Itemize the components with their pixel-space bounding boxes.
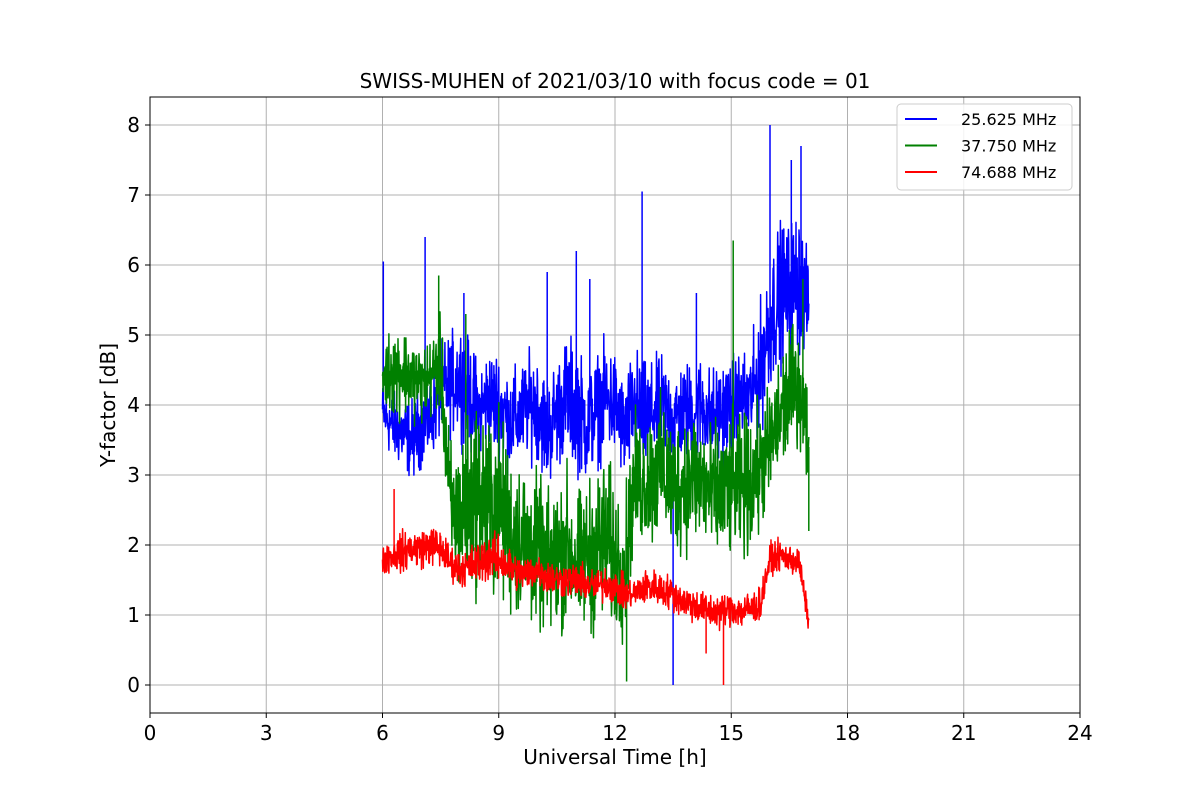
legend-label: 25.625 MHz: [961, 110, 1056, 129]
x-tick-label: 18: [835, 721, 860, 745]
plot-series-group: [381, 125, 810, 685]
x-tick-label: 6: [376, 721, 389, 745]
legend-label: 37.750 MHz: [961, 137, 1056, 156]
y-tick-label: 2: [127, 533, 140, 557]
x-tick-label: 15: [719, 721, 744, 745]
chart-title: SWISS-MUHEN of 2021/03/10 with focus cod…: [360, 69, 871, 93]
y-tick-label: 5: [127, 323, 140, 347]
legend-label: 74.688 MHz: [961, 163, 1056, 182]
y-tick-label: 3: [127, 463, 140, 487]
y-tick-label: 8: [127, 113, 140, 137]
y-axis: 0 1 2 3 4 5 6 7 8: [127, 113, 150, 697]
y-tick-label: 1: [127, 603, 140, 627]
y-tick-label: 7: [127, 183, 140, 207]
y-axis-label: Y-factor [dB]: [96, 343, 120, 468]
x-tick-label: 12: [602, 721, 627, 745]
x-axis-label: Universal Time [h]: [523, 745, 706, 769]
series-line-2: [381, 240, 810, 682]
x-axis: 0 3 6 9 12 15 18 21 24: [144, 713, 1093, 745]
x-tick-label: 9: [492, 721, 505, 745]
legend-box: [896, 103, 1073, 191]
y-tick-label: 0: [127, 673, 140, 697]
x-tick-label: 21: [951, 721, 976, 745]
x-tick-label: 0: [144, 721, 157, 745]
legend: 25.625 MHz 37.750 MHz 74.688 MHz: [896, 103, 1073, 191]
x-tick-label: 24: [1067, 721, 1092, 745]
series-line-3: [381, 489, 810, 685]
series-line-1: [381, 125, 810, 685]
x-tick-label: 3: [260, 721, 273, 745]
y-tick-label: 4: [127, 393, 140, 417]
y-tick-label: 6: [127, 253, 140, 277]
